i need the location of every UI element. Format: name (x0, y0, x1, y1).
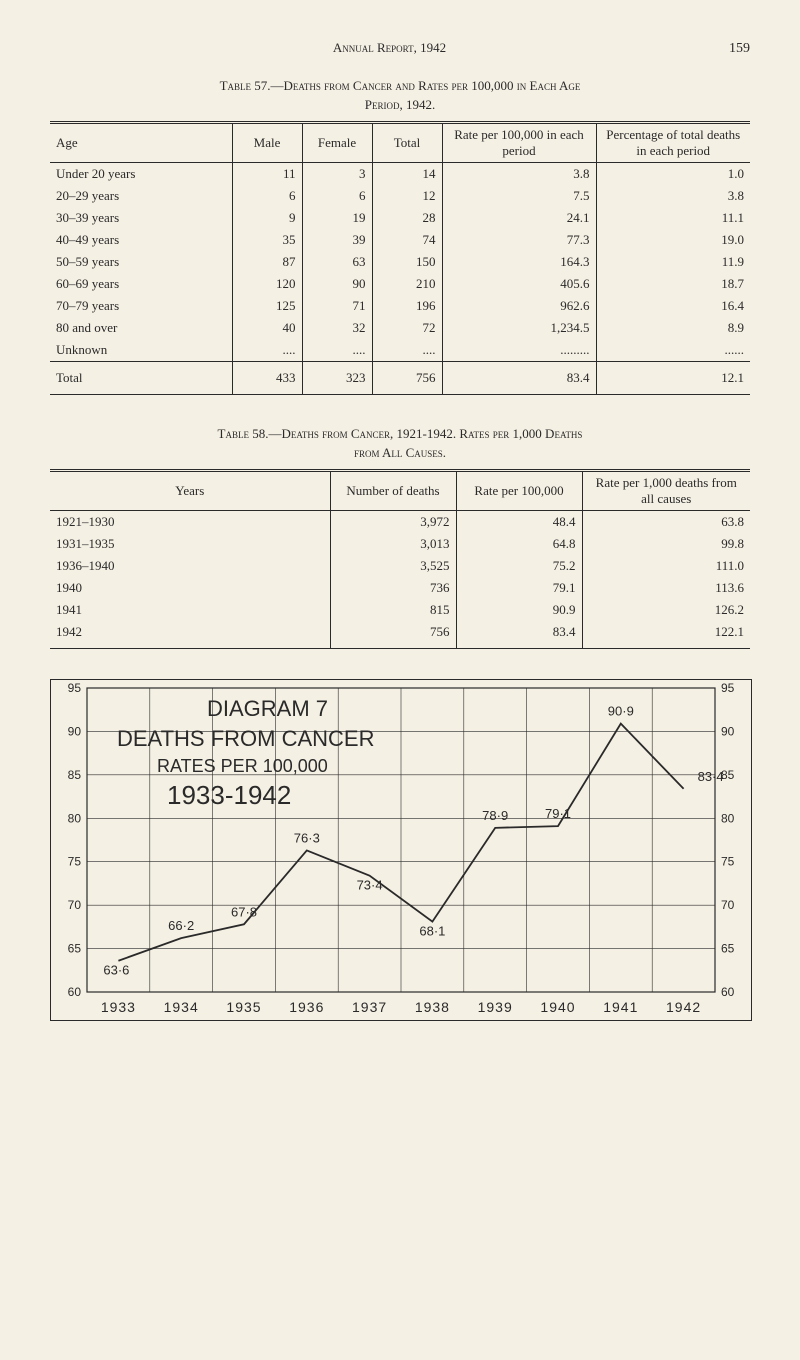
header-title: Annual Report, 1942 (50, 40, 729, 56)
svg-text:60: 60 (721, 985, 735, 999)
svg-text:65: 65 (721, 942, 735, 956)
table-row: 20–29 years66127.53.8 (50, 185, 750, 207)
svg-text:83·4: 83·4 (698, 769, 724, 784)
svg-text:78·9: 78·9 (482, 808, 508, 823)
svg-text:90: 90 (721, 725, 735, 739)
svg-text:70: 70 (721, 899, 735, 913)
svg-text:75: 75 (721, 855, 735, 869)
table-row: 60–69 years12090210405.618.7 (50, 273, 750, 295)
t57-col-female: Female (302, 123, 372, 163)
svg-text:66·2: 66·2 (168, 919, 194, 934)
table-row: 1936–19403,52575.2111.0 (50, 555, 750, 577)
svg-text:68·1: 68·1 (419, 924, 445, 939)
svg-text:1934: 1934 (164, 999, 199, 1015)
t58-col-rateall: Rate per 1,000 deaths from all causes (582, 471, 750, 511)
svg-text:90: 90 (68, 725, 82, 739)
svg-text:RATES PER 100,000: RATES PER 100,000 (157, 756, 328, 776)
svg-text:95: 95 (68, 681, 82, 695)
table57-subcaption: Period, 1942. (50, 97, 750, 113)
table-row: Under 20 years113143.81.0 (50, 163, 750, 186)
table57: Age Male Female Total Rate per 100,000 i… (50, 121, 750, 395)
svg-text:1942: 1942 (666, 999, 701, 1015)
table-row: 194181590.9126.2 (50, 599, 750, 621)
svg-text:1936: 1936 (289, 999, 324, 1015)
svg-text:65: 65 (68, 942, 82, 956)
t58-col-years: Years (50, 471, 330, 511)
svg-text:67·8: 67·8 (231, 905, 257, 920)
t57-col-rate: Rate per 100,000 in each period (442, 123, 596, 163)
page-header: Annual Report, 1942 159 (50, 40, 750, 57)
svg-text:76·3: 76·3 (294, 831, 320, 846)
table-row: 80 and over4032721,234.58.9 (50, 317, 750, 339)
svg-text:95: 95 (721, 681, 735, 695)
svg-text:1940: 1940 (540, 999, 575, 1015)
table-row: Unknown........................... (50, 339, 750, 362)
table-row: 1921–19303,97248.463.8 (50, 511, 750, 534)
t58-col-num: Number of deaths (330, 471, 456, 511)
table-row: 70–79 years12571196962.616.4 (50, 295, 750, 317)
svg-text:DEATHS FROM CANCER: DEATHS FROM CANCER (117, 726, 375, 751)
t57-col-total: Total (372, 123, 442, 163)
table-row: 194073679.1113.6 (50, 577, 750, 599)
svg-text:1941: 1941 (603, 999, 638, 1015)
t57-col-male: Male (232, 123, 302, 163)
table-row: 1931–19353,01364.899.8 (50, 533, 750, 555)
svg-text:90·9: 90·9 (608, 704, 634, 719)
svg-text:70: 70 (68, 899, 82, 913)
svg-text:75: 75 (68, 855, 82, 869)
svg-text:1933-1942: 1933-1942 (167, 780, 291, 810)
table-row: 40–49 years35397477.319.0 (50, 229, 750, 251)
svg-text:60: 60 (68, 985, 82, 999)
t57-col-age: Age (50, 123, 232, 163)
table58-caption: Table 58.—Deaths from Cancer, 1921-1942.… (50, 425, 750, 443)
svg-text:80: 80 (68, 812, 82, 826)
t58-col-rate: Rate per 100,000 (456, 471, 582, 511)
svg-text:63·6: 63·6 (103, 963, 129, 978)
table58: Years Number of deaths Rate per 100,000 … (50, 469, 750, 649)
chart-svg: 6060656570707575808085859090959519331934… (51, 680, 751, 1020)
svg-text:1935: 1935 (226, 999, 261, 1015)
svg-text:80: 80 (721, 812, 735, 826)
t57-total-row: Total 433 323 756 83.4 12.1 (50, 362, 750, 395)
table-row: 30–39 years9192824.111.1 (50, 207, 750, 229)
t57-total-label: Total (50, 362, 232, 395)
table-row: 50–59 years8763150164.311.9 (50, 251, 750, 273)
table57-caption: Table 57.—Deaths from Cancer and Rates p… (50, 77, 750, 95)
svg-text:85: 85 (68, 768, 82, 782)
diagram-7-chart: 6060656570707575808085859090959519331934… (50, 679, 752, 1021)
svg-text:1939: 1939 (478, 999, 513, 1015)
t57-col-pct: Percentage of total deaths in each perio… (596, 123, 750, 163)
svg-text:DIAGRAM 7: DIAGRAM 7 (207, 696, 328, 721)
svg-text:73·4: 73·4 (357, 878, 383, 893)
table58-subcaption: from All Causes. (50, 445, 750, 461)
svg-text:1933: 1933 (101, 999, 136, 1015)
svg-text:79·1: 79·1 (545, 806, 571, 821)
svg-text:1937: 1937 (352, 999, 387, 1015)
svg-text:1938: 1938 (415, 999, 450, 1015)
table-row: 194275683.4122.1 (50, 621, 750, 649)
page-number: 159 (729, 41, 750, 57)
